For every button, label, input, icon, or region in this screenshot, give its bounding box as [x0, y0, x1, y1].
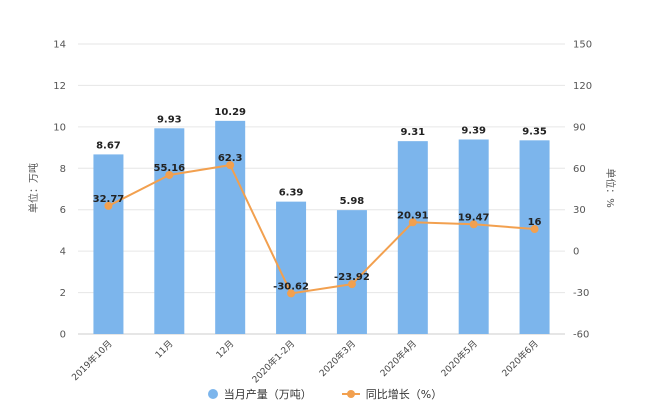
y-tick-label: 10 [53, 122, 66, 133]
y2-axis-title: 单位：% [604, 168, 617, 208]
y-tick-label: 2 [60, 288, 66, 299]
line-point [165, 170, 174, 179]
line-value-label: -23.92 [334, 272, 370, 283]
bar-value-label: 9.39 [461, 125, 486, 136]
y-tick-label: 4 [60, 247, 66, 258]
legend-line-swatch [341, 389, 360, 399]
y2-tick-label: 90 [573, 122, 586, 133]
line-path [107, 164, 535, 295]
x-tick-label: 11月 [153, 338, 175, 360]
line-point [530, 225, 539, 234]
bar [519, 140, 550, 334]
y2-tick-label: 120 [573, 81, 592, 92]
line-point [347, 280, 356, 289]
bar-value-label: 5.98 [340, 196, 365, 207]
line-value-label: 19.47 [458, 212, 490, 223]
legend-item-line[interactable]: 同比增长（%） [341, 386, 443, 402]
bar-series [93, 120, 550, 334]
bar-value-label: 8.67 [96, 140, 121, 151]
legend-bar-label: 当月产量（万吨） [223, 388, 312, 401]
y2-tick-label: 60 [573, 164, 586, 175]
y2-tick-label: -60 [573, 330, 589, 341]
y2-tick-label: 0 [573, 247, 579, 258]
legend: 当月产量（万吨） 同比增长（%） [0, 384, 650, 404]
bar [458, 139, 489, 334]
x-tick-label: 2019年10月 [69, 338, 115, 384]
legend-bar-swatch [207, 389, 218, 399]
x-tick-label: 12月 [214, 338, 236, 360]
y-tick-label: 0 [60, 330, 66, 341]
y-tick-label: 6 [60, 205, 66, 216]
y2-tick-label: 150 [573, 40, 592, 51]
y2-tick-label: -30 [573, 288, 589, 299]
line-point [408, 218, 417, 227]
line-series [104, 161, 539, 298]
bar-value-label: 9.93 [157, 114, 182, 125]
line-value-label: 16 [528, 217, 542, 228]
line-point [104, 201, 113, 210]
x-tick-label: 2020年4月 [377, 338, 418, 379]
bar [93, 154, 124, 334]
bar-value-label: 9.35 [522, 126, 547, 137]
bar [215, 120, 246, 334]
x-tick-label: 2020年3月 [317, 338, 358, 379]
y-tick-label: 8 [60, 164, 66, 175]
x-tick-label: 2020年1-2月 [249, 338, 297, 386]
line-value-label: 32.77 [93, 194, 125, 205]
line-point [226, 161, 235, 170]
line-value-label: 20.91 [397, 210, 429, 221]
x-tick-label: 2020年5月 [438, 338, 479, 379]
bar-value-label: 9.31 [400, 127, 425, 138]
bar [276, 201, 307, 334]
y2-tick-label: 30 [573, 205, 586, 216]
y-axis-title: 单位：万吨 [27, 163, 40, 213]
gridlines [78, 43, 565, 335]
bar [336, 210, 367, 334]
y-tick-label: 12 [53, 81, 66, 92]
bar [154, 128, 185, 334]
legend-item-bar[interactable]: 当月产量（万吨） [207, 386, 312, 402]
x-tick-label: 2020年6月 [499, 338, 540, 379]
line-point [287, 289, 296, 298]
bar-value-label: 6.39 [279, 188, 304, 199]
legend-line-label: 同比增长（%） [365, 388, 443, 401]
line-value-label: 62.3 [218, 153, 243, 164]
y-tick-label: 14 [53, 40, 66, 51]
bar [397, 141, 428, 334]
data-labels: 8.67 9.93 10.29 6.39 5.98 9.31 9.39 9.35 32.77 55… [93, 107, 547, 293]
line-value-label: 55.16 [153, 163, 185, 174]
line-point [469, 220, 478, 229]
bar-value-label: 10.29 [214, 107, 246, 118]
line-value-label: -30.62 [273, 281, 309, 292]
